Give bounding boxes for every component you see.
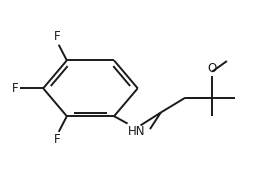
Text: F: F <box>54 133 61 146</box>
Text: HN: HN <box>128 125 146 138</box>
Text: F: F <box>54 30 61 43</box>
Text: F: F <box>12 82 19 95</box>
Text: O: O <box>207 62 217 75</box>
